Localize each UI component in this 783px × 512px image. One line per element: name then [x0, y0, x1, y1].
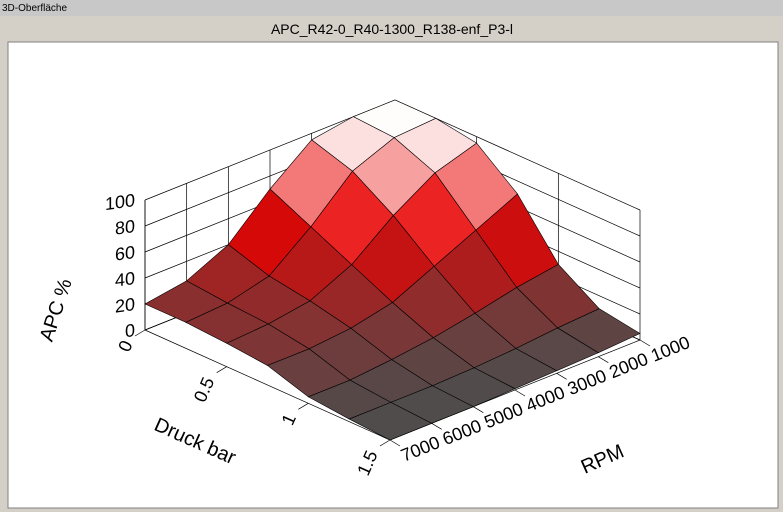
z-tick-label: 20	[115, 294, 135, 317]
tick-mark	[134, 329, 146, 337]
tick-mark	[639, 339, 651, 347]
tick-mark	[598, 356, 609, 363]
tick-mark	[514, 389, 526, 397]
chart-title: APC_R42-0_R40-1300_R138-enf_P3-l	[271, 21, 513, 37]
z-tick-label: 0	[125, 320, 135, 341]
title-bar	[0, 0, 783, 16]
z-tick-label: 60	[115, 242, 135, 265]
tick-mark	[298, 403, 309, 410]
tick-mark	[556, 373, 567, 380]
z-tick-label: 100	[105, 190, 135, 214]
tick-mark	[431, 423, 442, 430]
tick-mark	[379, 439, 391, 447]
axis-line	[144, 329, 391, 441]
tick-mark	[473, 406, 484, 413]
tick-mark	[216, 366, 227, 373]
surface-cell	[348, 402, 433, 441]
z-tick-label: 40	[115, 268, 135, 291]
window-title: 3D-Oberfläche	[2, 3, 67, 14]
plot: 0204060801001000200030004000500060007000…	[36, 99, 693, 479]
z-tick-label: 80	[115, 216, 135, 239]
tick-mark	[389, 439, 401, 447]
